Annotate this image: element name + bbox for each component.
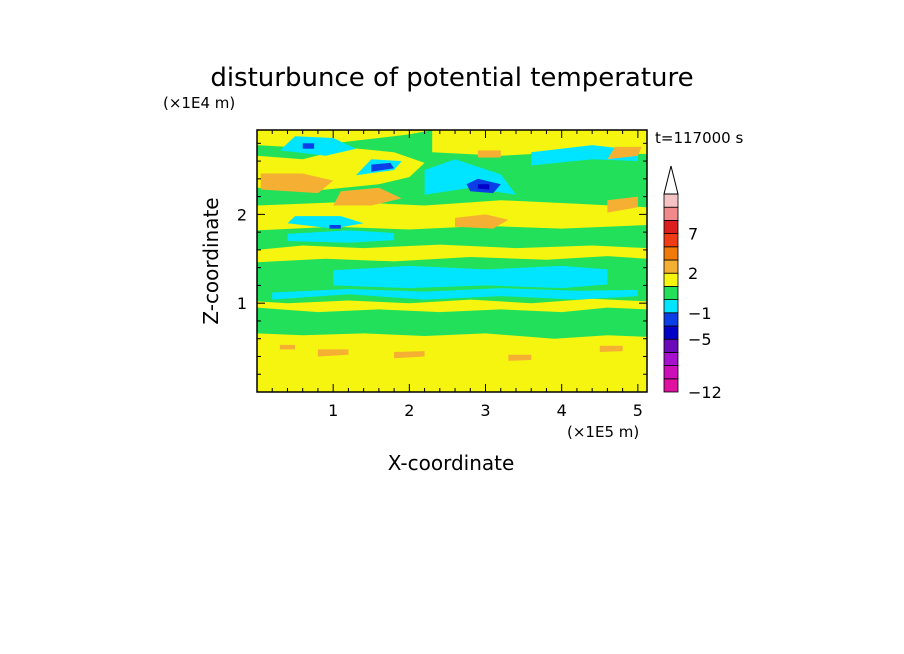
colorbar-swatch <box>663 312 679 327</box>
contour-region <box>531 145 638 166</box>
contour-plot <box>256 129 648 393</box>
colorbar-swatch <box>663 299 679 314</box>
time-label: t=117000 s <box>655 129 743 147</box>
contour-region <box>257 244 647 263</box>
contour-region <box>257 333 647 392</box>
colorbar-extend-arrow <box>663 165 679 195</box>
y-axis: 12 <box>237 142 647 393</box>
contour-region <box>508 354 532 361</box>
y-tick-label: 2 <box>237 205 247 224</box>
x-axis: 1 2 3 4 5 <box>256 130 643 420</box>
contour-region <box>272 288 638 300</box>
x-tick-label: 3 <box>480 401 490 420</box>
contour-region <box>279 344 296 350</box>
plot-frame <box>256 129 648 393</box>
colorbar: −12−5−127 <box>663 165 722 402</box>
contour-region <box>333 187 402 206</box>
contour-region <box>607 146 642 160</box>
colorbar-swatch <box>663 338 679 353</box>
colorbar-swatch <box>663 193 679 208</box>
contour-region <box>287 216 364 229</box>
contour-region <box>287 230 395 243</box>
contour-region <box>302 143 315 149</box>
x-tick-label: 4 <box>557 401 567 420</box>
colorbar-swatch <box>663 219 679 234</box>
contour-region <box>329 225 341 229</box>
colorbar-label: −1 <box>688 304 712 323</box>
colorbar-label: 2 <box>688 264 698 283</box>
x-tick-label: 1 <box>328 401 338 420</box>
contour-region <box>279 136 356 156</box>
contour-region <box>607 196 638 213</box>
x-axis-label: X-coordinate <box>388 451 515 475</box>
y-multiplier: (×1E4 m) <box>163 94 235 112</box>
colorbar-swatch <box>663 378 679 393</box>
x-tick-label: 2 <box>404 401 414 420</box>
colorbar-swatch <box>663 233 679 248</box>
contour-region <box>317 349 349 357</box>
y-tick-label: 1 <box>237 294 247 313</box>
contour-region <box>477 184 490 190</box>
y-axis-label: Z-coordinate <box>199 197 223 324</box>
contour-region <box>394 351 425 359</box>
colorbar-swatch <box>663 246 679 261</box>
contour-region <box>371 162 395 172</box>
x-multiplier: (×1E5 m) <box>567 423 639 441</box>
contour-region <box>455 214 509 229</box>
colorbar-swatch <box>663 259 679 274</box>
x-tick-label: 5 <box>633 401 643 420</box>
contour-region <box>333 265 608 289</box>
colorbar-swatch <box>663 325 679 340</box>
contour-region <box>260 173 334 194</box>
colorbar-swatch <box>663 206 679 221</box>
contour-region <box>599 345 623 352</box>
contour-region <box>477 150 501 158</box>
colorbar-swatch <box>663 365 679 380</box>
contour-region <box>257 298 647 313</box>
chart-title: disturbunce of potential temperature <box>210 63 693 93</box>
colorbar-label: 7 <box>688 225 698 244</box>
colorbar-swatch <box>663 285 679 300</box>
colorbar-label: −12 <box>688 383 722 402</box>
colorbar-swatch <box>663 351 679 366</box>
colorbar-label: −5 <box>688 330 712 349</box>
colorbar-swatch <box>663 272 679 287</box>
contour-field <box>257 130 647 392</box>
